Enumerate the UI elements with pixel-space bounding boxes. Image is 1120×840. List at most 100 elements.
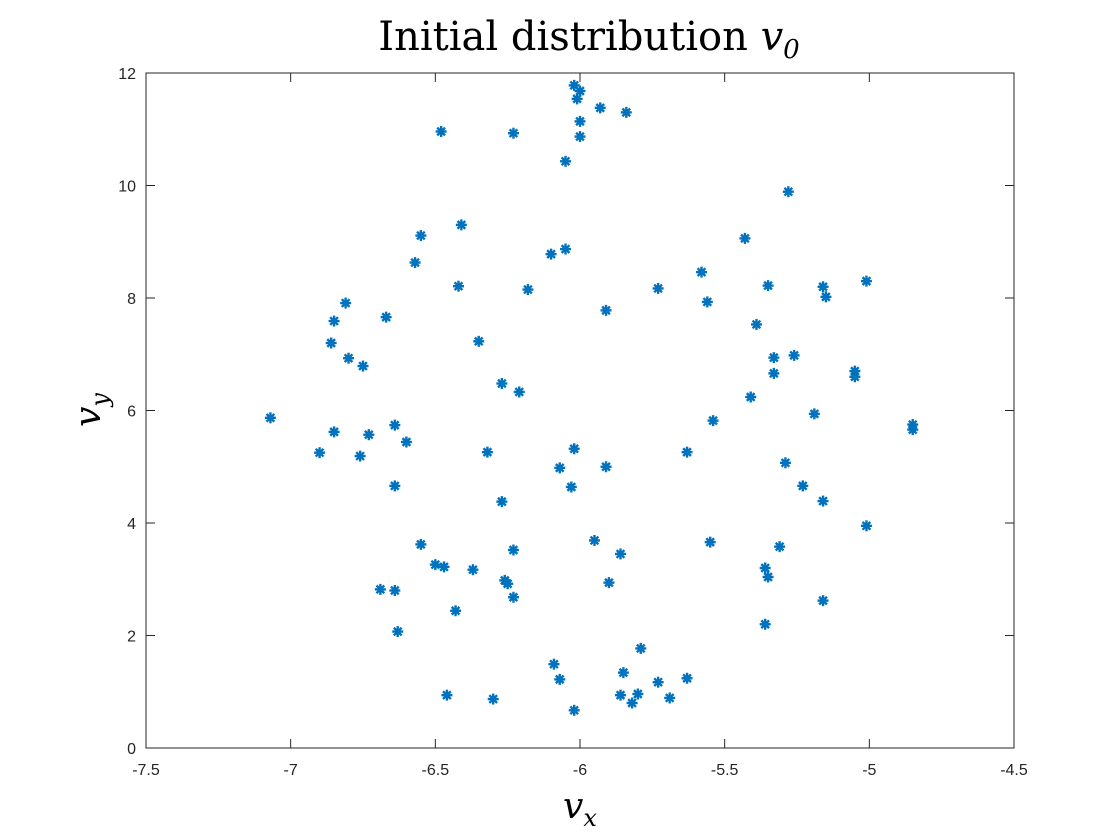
data-point xyxy=(797,480,809,492)
data-point xyxy=(817,495,829,507)
data-point xyxy=(560,243,572,255)
data-point xyxy=(652,282,664,294)
data-point xyxy=(632,688,644,700)
data-point xyxy=(507,127,519,139)
data-point xyxy=(467,564,479,576)
x-axis-label: vx xyxy=(563,786,597,832)
data-point xyxy=(328,315,340,327)
data-point xyxy=(849,371,861,383)
data-point xyxy=(664,692,676,704)
data-point xyxy=(548,658,560,670)
y-tick-label: 2 xyxy=(127,629,136,646)
data-point xyxy=(354,450,366,462)
y-axis-ticks: 0 2 4 6 8 10 12 xyxy=(118,66,1014,758)
data-point xyxy=(568,704,580,716)
x-axis-ticks: -7.5 -7 -6.5 -6 -5.5 -5 -4.5 xyxy=(132,73,1028,779)
data-point xyxy=(681,672,693,684)
data-point xyxy=(808,408,820,420)
data-point xyxy=(507,544,519,556)
data-point xyxy=(554,673,566,685)
data-point xyxy=(745,391,757,403)
y-tick-label: 6 xyxy=(127,404,136,421)
y-tick-label: 10 xyxy=(118,179,136,196)
data-point xyxy=(603,577,615,589)
data-point xyxy=(473,335,485,347)
data-point xyxy=(363,429,375,441)
data-point xyxy=(615,548,627,560)
data-point xyxy=(392,626,404,638)
data-point xyxy=(560,155,572,167)
data-point xyxy=(502,578,514,590)
data-point xyxy=(452,280,464,292)
data-point xyxy=(481,446,493,458)
data-point xyxy=(429,559,441,571)
data-point xyxy=(496,496,508,508)
data-point xyxy=(620,106,632,118)
data-point xyxy=(400,436,412,448)
data-point xyxy=(762,280,774,292)
data-point xyxy=(788,349,800,361)
data-point xyxy=(441,689,453,701)
y-tick-label: 0 xyxy=(127,741,136,758)
data-point xyxy=(635,642,647,654)
data-point xyxy=(759,618,771,630)
data-point xyxy=(487,693,499,705)
data-point xyxy=(574,131,586,143)
x-tick-label: -6 xyxy=(573,762,587,779)
data-point xyxy=(707,415,719,427)
data-point xyxy=(415,538,427,550)
data-point xyxy=(374,583,386,595)
data-point xyxy=(545,248,557,260)
data-point xyxy=(779,457,791,469)
data-point xyxy=(782,186,794,198)
x-tick-label: -5 xyxy=(862,762,876,779)
data-point xyxy=(768,367,780,379)
data-point xyxy=(681,446,693,458)
data-point xyxy=(496,378,508,389)
data-point xyxy=(357,360,369,372)
data-point xyxy=(314,447,326,459)
data-point xyxy=(820,291,832,303)
data-point xyxy=(554,462,566,474)
data-point xyxy=(615,689,627,701)
data-point xyxy=(817,281,829,293)
data-point xyxy=(389,480,401,492)
data-point xyxy=(626,697,638,709)
data-point xyxy=(450,605,462,617)
data-point xyxy=(750,318,762,330)
y-tick-label: 8 xyxy=(127,291,136,308)
data-point xyxy=(588,534,600,546)
x-tick-label: -7.5 xyxy=(132,762,160,779)
data-point xyxy=(568,79,580,91)
y-tick-label: 4 xyxy=(127,516,136,533)
data-point xyxy=(568,443,580,455)
data-point xyxy=(860,520,872,532)
data-point xyxy=(907,424,919,436)
data-point xyxy=(617,667,629,679)
chart-title: Initial distribution v0 xyxy=(378,14,799,65)
data-point xyxy=(455,219,467,231)
data-point xyxy=(704,536,716,548)
data-point xyxy=(380,311,392,323)
data-point xyxy=(652,676,664,688)
y-tick-label: 12 xyxy=(118,66,136,83)
data-point xyxy=(507,591,519,603)
data-point xyxy=(696,266,708,278)
data-point xyxy=(600,304,612,316)
data-point xyxy=(389,419,401,431)
data-point xyxy=(264,412,276,424)
data-point xyxy=(409,257,421,269)
data-point xyxy=(389,585,401,596)
data-point xyxy=(762,571,774,583)
data-point xyxy=(768,352,780,364)
data-point xyxy=(571,93,583,105)
data-point xyxy=(565,481,577,493)
data-point xyxy=(600,461,612,473)
data-point xyxy=(594,102,606,114)
data-point xyxy=(522,284,534,296)
data-point xyxy=(739,232,751,244)
data-point xyxy=(435,126,447,137)
data-point xyxy=(438,561,450,573)
